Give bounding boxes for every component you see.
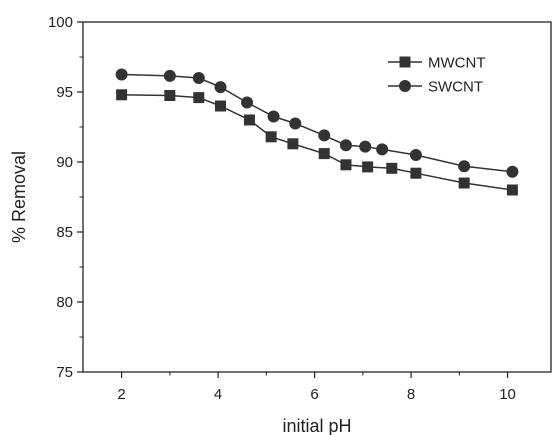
data-point-mwcnt <box>506 184 518 196</box>
data-point-swcnt <box>241 96 254 109</box>
legend-label-mwcnt: MWCNT <box>428 55 485 72</box>
data-point-mwcnt <box>265 131 277 143</box>
y-tick-label: 80 <box>56 294 73 311</box>
series-layer <box>115 68 519 196</box>
data-point-swcnt <box>115 68 128 81</box>
y-tick-label: 100 <box>48 14 73 31</box>
series-swcnt <box>115 68 519 178</box>
x-tick-label: 4 <box>214 386 222 403</box>
data-point-swcnt <box>339 139 352 152</box>
data-point-mwcnt <box>410 167 422 179</box>
plot-frame <box>82 21 552 373</box>
data-point-swcnt <box>376 143 389 156</box>
data-point-swcnt <box>318 129 331 142</box>
x-axis: 2 4 6 8 10 <box>117 372 516 403</box>
data-point-swcnt <box>289 117 302 130</box>
legend-marker-swcnt <box>399 80 411 92</box>
y-tick-label: 90 <box>56 154 73 171</box>
y-axis: 75 80 85 90 95 100 <box>48 14 83 381</box>
data-point-mwcnt <box>215 100 227 112</box>
x-tick-label: 8 <box>407 386 415 403</box>
x-tick-label: 10 <box>499 386 516 403</box>
legend: MWCNT SWCNT <box>388 55 485 96</box>
data-point-mwcnt <box>458 177 470 189</box>
y-axis-label: % Removal <box>9 151 29 243</box>
legend-label-swcnt: SWCNT <box>428 79 483 96</box>
data-point-swcnt <box>458 160 471 173</box>
x-axis-label: initial pH <box>282 416 351 435</box>
data-point-swcnt <box>163 69 176 82</box>
y-tick-label: 85 <box>56 224 73 241</box>
data-point-swcnt <box>192 72 205 84</box>
data-point-mwcnt <box>164 90 176 101</box>
data-point-mwcnt <box>318 148 330 160</box>
x-tick-label: 6 <box>310 386 318 403</box>
data-point-mwcnt <box>243 114 255 126</box>
data-point-mwcnt <box>362 161 374 173</box>
data-point-mwcnt <box>116 89 128 101</box>
data-point-mwcnt <box>287 138 299 150</box>
y-tick-label: 75 <box>56 364 73 381</box>
data-point-swcnt <box>409 149 422 161</box>
y-tick-label: 95 <box>56 84 73 101</box>
data-point-mwcnt <box>193 92 205 104</box>
x-tick-label: 2 <box>117 386 125 403</box>
data-point-swcnt <box>506 165 519 178</box>
data-point-swcnt <box>267 110 280 123</box>
data-point-mwcnt <box>340 159 352 171</box>
series-line-mwcnt <box>121 94 513 191</box>
series-mwcnt <box>116 89 518 196</box>
data-point-swcnt <box>214 81 227 94</box>
legend-marker-mwcnt <box>399 56 411 68</box>
data-point-swcnt <box>359 140 372 153</box>
data-point-mwcnt <box>386 162 398 174</box>
